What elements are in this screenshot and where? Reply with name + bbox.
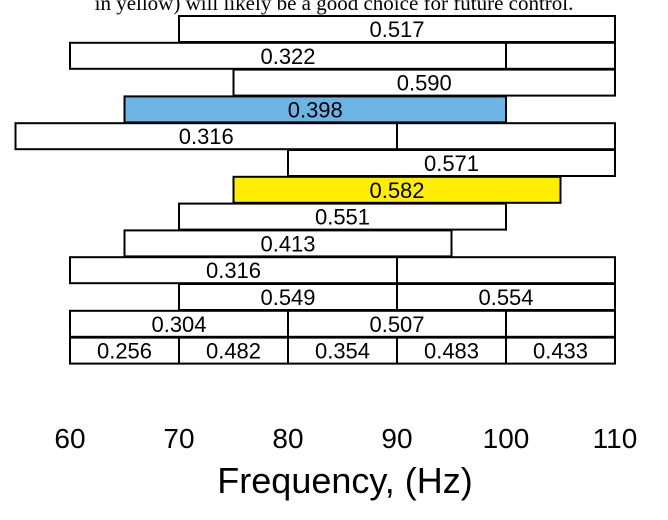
band-8-0 <box>123 229 453 258</box>
x-tick-label: 70 <box>163 423 194 454</box>
band-value-label: 0.256 <box>97 339 152 364</box>
band-value-label: 0.482 <box>206 339 261 364</box>
band-11-0 <box>69 309 289 338</box>
band-value-label: 0.398 <box>288 97 343 122</box>
band-value-label: 0.354 <box>315 339 370 364</box>
band-value-label: 0.517 <box>369 17 424 42</box>
band-4-1 <box>396 122 616 151</box>
band-value-label: 0.316 <box>206 258 261 283</box>
x-tick-label: 80 <box>272 423 303 454</box>
x-tick-label: 100 <box>483 423 530 454</box>
band-2-0 <box>232 68 616 97</box>
band-10-0 <box>178 283 398 311</box>
x-tick-label: 110 <box>593 423 638 454</box>
band-value-label: 0.433 <box>533 339 588 364</box>
band-3-0-blue <box>123 95 507 124</box>
figure-caption-text: in yellow) will likely be a good choice … <box>94 0 574 15</box>
band-0-0 <box>178 15 616 43</box>
band-value-label: 0.413 <box>260 231 315 256</box>
band-12-4 <box>505 336 616 365</box>
band-value-label: 0.582 <box>369 178 424 203</box>
band-value-label: 0.316 <box>179 124 234 149</box>
x-tick-labels: 60 70 80 90 100 110 <box>54 423 637 454</box>
band-value-label: 0.551 <box>315 205 370 230</box>
band-1-1 <box>505 41 616 70</box>
band-value-label: 0.304 <box>151 312 206 337</box>
band-value-label: 0.507 <box>369 312 424 337</box>
band-11-2 <box>505 309 616 338</box>
band-5-0 <box>287 149 616 177</box>
x-axis-label: Frequency, (Hz) <box>217 460 472 501</box>
bands-layer: 0.517 0.322 0.590 0.398 0.316 0.5710.5820.551… <box>14 15 616 365</box>
band-12-3 <box>396 336 507 365</box>
band-6-0-yellow <box>232 175 562 204</box>
band-value-label: 0.554 <box>478 285 533 310</box>
band-12-0 <box>69 336 180 365</box>
x-tick-label: 60 <box>54 423 85 454</box>
x-tick-label: 90 <box>381 423 412 454</box>
band-7-0 <box>178 202 507 231</box>
band-value-label: 0.590 <box>397 71 452 96</box>
band-value-label: 0.322 <box>260 44 315 69</box>
band-value-label: 0.483 <box>424 339 479 364</box>
band-value-label: 0.571 <box>424 151 479 176</box>
band-11-1 <box>287 309 507 338</box>
band-4-0 <box>14 122 398 151</box>
band-9-1 <box>396 256 616 285</box>
band-value-label: 0.549 <box>260 285 315 310</box>
